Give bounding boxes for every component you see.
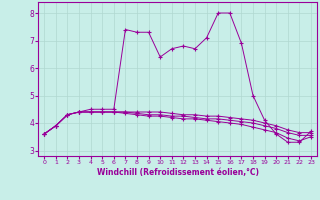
X-axis label: Windchill (Refroidissement éolien,°C): Windchill (Refroidissement éolien,°C): [97, 168, 259, 177]
